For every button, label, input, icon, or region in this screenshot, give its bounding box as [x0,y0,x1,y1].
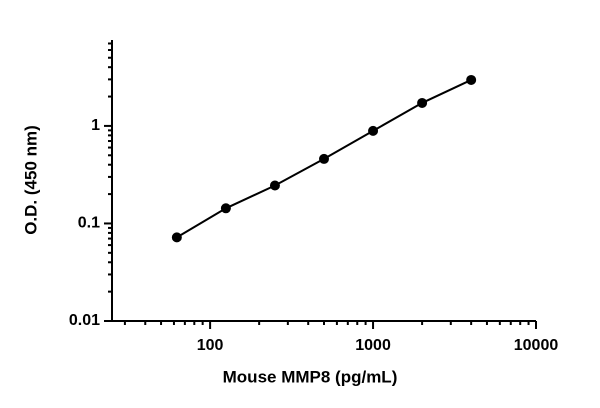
y-tick-label: 0.1 [78,215,100,232]
data-point [319,153,329,164]
y-tick-label: 1 [91,117,100,134]
data-point [368,125,379,136]
data-point [417,97,428,108]
x-tick-label: 100 [197,337,224,354]
data-point [220,203,231,214]
x-axis-label: Mouse MMP8 (pg/mL) [223,367,398,386]
data-point [171,232,182,243]
x-tick-label: 10000 [514,337,559,354]
data-point [466,74,477,85]
y-axis-label: O.D. (450 nm) [21,125,40,235]
x-tick-label: 1000 [355,337,391,354]
y-tick-label: 0.01 [69,312,100,329]
data-point [269,180,280,191]
